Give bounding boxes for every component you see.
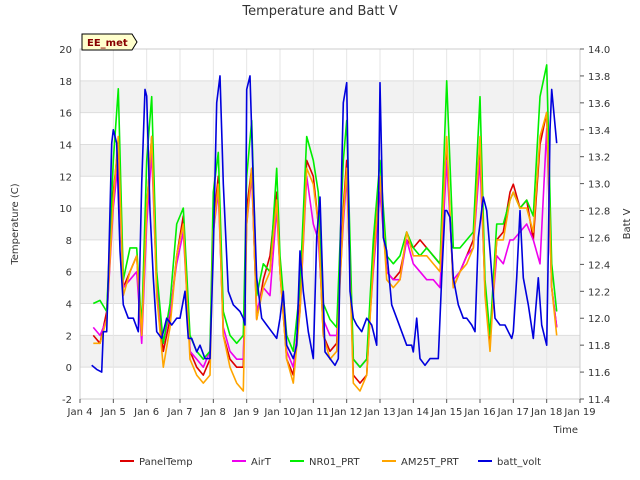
plot-frame (79, 48, 581, 400)
y2-tick-label: 11.8 (588, 341, 610, 352)
y2-tick-label: 11.4 (588, 395, 610, 406)
x-tick-label: Jan 10 (263, 407, 295, 418)
legend-label: batt_volt (497, 457, 541, 468)
y-tick-label: 10 (59, 204, 72, 215)
y-axis-ticks: -2 0 2 4 6 8 10 12 14 16 18 20 (59, 45, 72, 406)
y-tick-label: 12 (59, 172, 72, 183)
y-axis-label: Temperature (C) (10, 183, 21, 265)
y2-tick-label: 11.6 (588, 368, 610, 379)
station-label: EE_met (87, 38, 128, 49)
y-tick-label: 16 (59, 109, 72, 120)
x-tick-label: Jan 7 (167, 407, 193, 418)
chart-title: Temperature and Batt V (241, 4, 397, 19)
grid-band (80, 80, 580, 113)
y-tick-label: -2 (62, 395, 72, 406)
legend-label: NR01_PRT (309, 457, 360, 468)
series-lines (91, 64, 558, 392)
station-label-shape (81, 33, 138, 51)
x-tick-label: Jan 6 (133, 407, 159, 418)
series-line-nr01-prt (92, 64, 558, 369)
x-tick-label: Jan 19 (563, 407, 595, 418)
grid-band (80, 112, 580, 145)
y-tick-label: 6 (66, 268, 72, 279)
y2-tick-label: 12.6 (588, 233, 610, 244)
x-tick-label: Jan 16 (463, 407, 495, 418)
grid-band (80, 176, 580, 209)
x-axis-ticks: Jan 4 Jan 5 Jan 6 Jan 7 Jan 8 Jan 9 Jan 10 Jan … (67, 399, 596, 418)
x-tick-label: Jan 18 (530, 407, 562, 418)
grid-band (80, 144, 580, 177)
y-tick-label: 8 (66, 236, 72, 247)
x-tick-label: Jan 15 (430, 407, 462, 418)
y-tick-label: 14 (59, 140, 72, 151)
x-tick-label: Jan 8 (200, 407, 226, 418)
x-tick-label: Jan 13 (363, 407, 395, 418)
y-tick-label: 2 (66, 331, 72, 342)
y2-axis-ticks: 11.4 11.6 11.8 12.0 12.2 12.4 12.6 12.8 13.0 13.2… (580, 45, 610, 406)
x-tick-label: Jan 9 (233, 407, 259, 418)
x-tick-label: Jan 11 (297, 407, 329, 418)
legend-label: AM25T_PRT (401, 457, 460, 468)
y2-tick-label: 13.8 (588, 72, 610, 83)
y2-tick-label: 12.0 (588, 314, 610, 325)
y-tick-label: 4 (66, 300, 72, 311)
grid-band (80, 271, 580, 304)
legend-label: AirT (251, 457, 272, 468)
x-tick-label: Jan 12 (330, 407, 362, 418)
y2-tick-label: 12.4 (588, 260, 610, 271)
series-line-batt-volt (91, 75, 558, 373)
station-label-box: EE_met (81, 33, 138, 51)
x-tick-label: Jan 4 (67, 407, 93, 418)
x-axis-label: Time (553, 425, 578, 436)
grid-band (80, 49, 580, 81)
y2-tick-label: 13.4 (588, 126, 610, 137)
legend-label: PanelTemp (139, 457, 193, 468)
legend: PanelTemp AirT NR01_PRT AM25T_PRT batt_volt (120, 457, 541, 468)
y2-tick-label: 13.0 (588, 180, 610, 191)
x-tick-label: Jan 5 (100, 407, 126, 418)
y2-tick-label: 14.0 (588, 45, 610, 56)
y2-tick-label: 13.6 (588, 99, 610, 110)
y-tick-label: 20 (59, 45, 72, 56)
grid-band (80, 367, 580, 399)
x-tick-label: Jan 17 (497, 407, 529, 418)
y2-tick-label: 12.2 (588, 287, 610, 298)
y2-tick-label: 13.2 (588, 153, 610, 164)
y2-tick-label: 12.8 (588, 207, 610, 218)
x-tick-label: Jan 14 (397, 407, 429, 418)
y-tick-label: 0 (66, 363, 72, 374)
y-tick-label: 18 (59, 77, 72, 88)
y2-axis-label: Batt V (622, 208, 633, 239)
